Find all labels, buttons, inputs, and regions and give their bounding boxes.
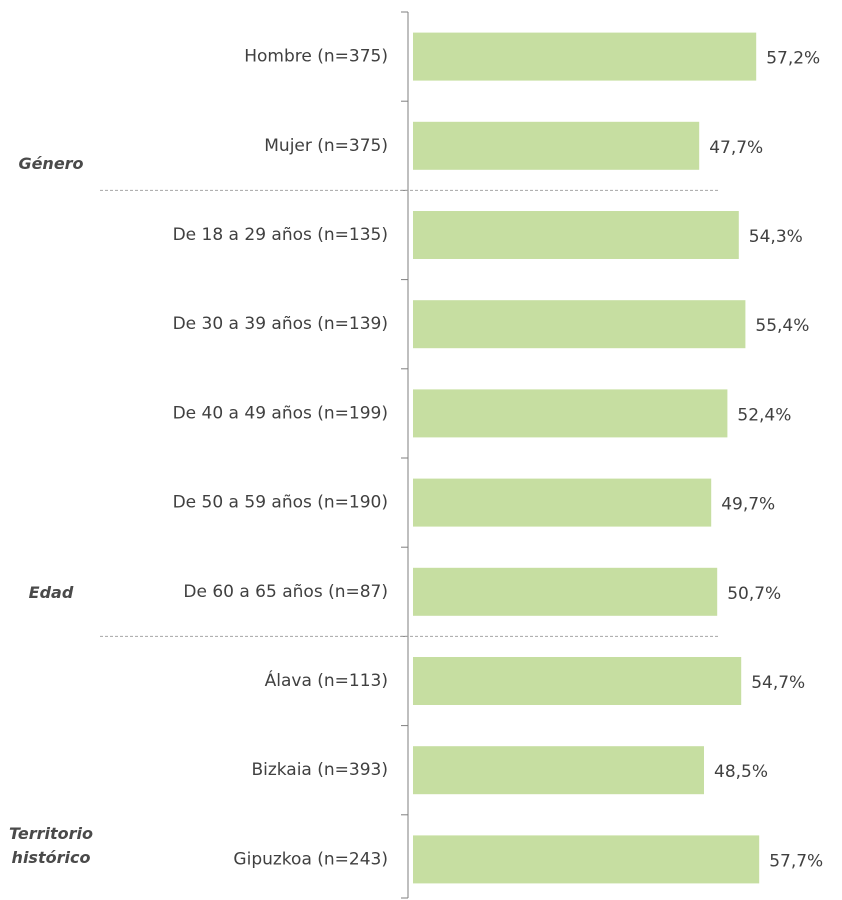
value-label: 57,2% [766, 49, 820, 69]
value-label: 47,7% [709, 138, 763, 158]
bar [413, 746, 704, 795]
bar [413, 835, 760, 884]
bar [413, 121, 700, 170]
value-label: 50,7% [727, 584, 781, 604]
category-label: De 18 a 29 años (n=135) [173, 225, 388, 245]
bar [413, 211, 739, 259]
value-label: 49,7% [721, 495, 775, 515]
group-label: Edad [28, 583, 74, 602]
bar [413, 32, 757, 81]
value-label: 52,4% [737, 405, 791, 425]
group-label: Género [18, 154, 84, 173]
group-label: Territorio histórico [9, 824, 93, 867]
category-label: Mujer (n=375) [264, 136, 388, 156]
bar [413, 657, 742, 705]
category-label: Bizkaia (n=393) [251, 760, 388, 780]
category-label: De 30 a 39 años (n=139) [173, 314, 388, 334]
value-label: 55,4% [755, 316, 809, 336]
bar [413, 478, 712, 527]
value-label: 57,7% [769, 851, 823, 871]
category-label: Gipuzkoa (n=243) [233, 849, 388, 869]
category-label: Hombre (n=375) [244, 47, 388, 67]
category-label: De 60 a 65 años (n=87) [183, 582, 388, 602]
category-label: Álava (n=113) [265, 669, 388, 691]
bar [413, 567, 718, 616]
category-label: De 50 a 59 años (n=190) [173, 493, 388, 513]
value-label: 48,5% [714, 762, 768, 782]
bar [413, 389, 728, 438]
value-label: 54,3% [749, 227, 803, 247]
category-label: De 40 a 49 años (n=199) [173, 403, 388, 423]
bar [413, 300, 746, 349]
value-label: 54,7% [751, 673, 805, 693]
